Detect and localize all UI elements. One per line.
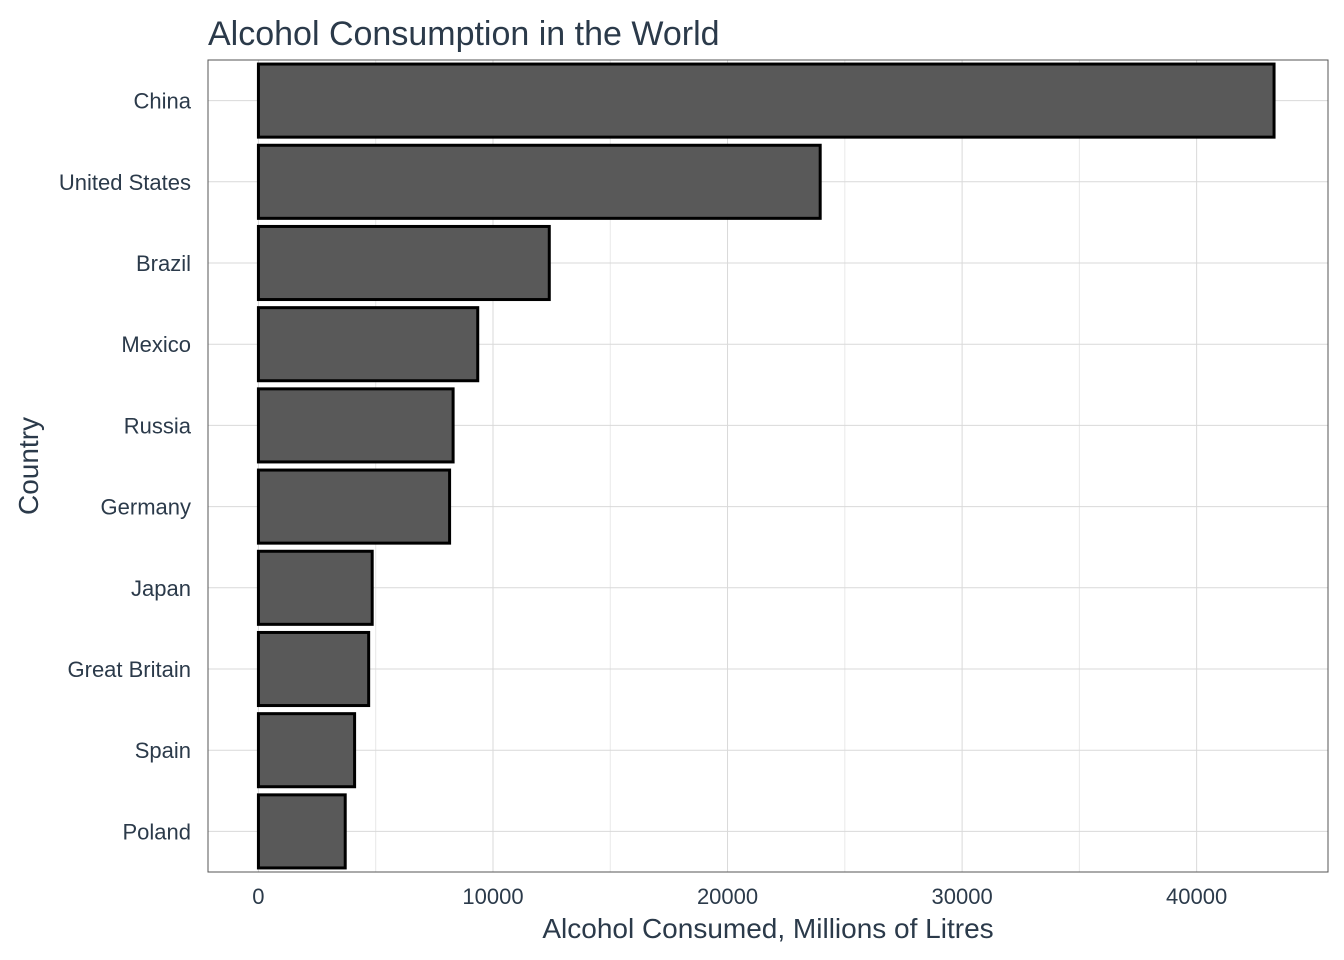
- bar-germany: [256, 468, 452, 545]
- bar-russia: [256, 387, 455, 464]
- x-tick-label: 10000: [462, 884, 523, 909]
- y-tick-label: Spain: [135, 738, 191, 763]
- y-axis-title: Country: [13, 417, 44, 515]
- chart-title: Alcohol Consumption in the World: [208, 15, 720, 53]
- x-axis-title: Alcohol Consumed, Millions of Litres: [542, 913, 993, 944]
- bar-great-britain: [256, 630, 371, 708]
- y-tick-labels: China United States Brazil Mexico Russia Germ…: [59, 89, 192, 845]
- x-tick-label: 20000: [697, 884, 758, 909]
- y-tick-label: Great Britain: [68, 657, 192, 682]
- bar-spain: [256, 712, 357, 789]
- y-tick-label: China: [134, 89, 192, 114]
- bar-united-states: [256, 143, 822, 220]
- y-tick-label: Poland: [122, 819, 191, 844]
- y-tick-label: United States: [59, 170, 191, 195]
- bar-china: [256, 62, 1276, 139]
- y-tick-label: Germany: [101, 495, 191, 520]
- y-tick-label: Japan: [131, 576, 191, 601]
- bar-mexico: [256, 306, 480, 383]
- y-tick-label: Mexico: [121, 332, 191, 357]
- x-tick-label: 30000: [932, 884, 993, 909]
- bar-japan: [256, 549, 374, 626]
- x-tick-label: 0: [252, 884, 264, 909]
- bars: [256, 62, 1276, 870]
- bar-brazil: [256, 224, 551, 302]
- bar-poland: [256, 793, 347, 870]
- plot-panel: [207, 59, 1329, 873]
- y-tick-label: Brazil: [136, 251, 191, 276]
- x-tick-label: 40000: [1166, 884, 1227, 909]
- x-tick-labels: 0 10000 20000 30000 40000: [252, 884, 1227, 909]
- y-tick-label: Russia: [124, 413, 192, 438]
